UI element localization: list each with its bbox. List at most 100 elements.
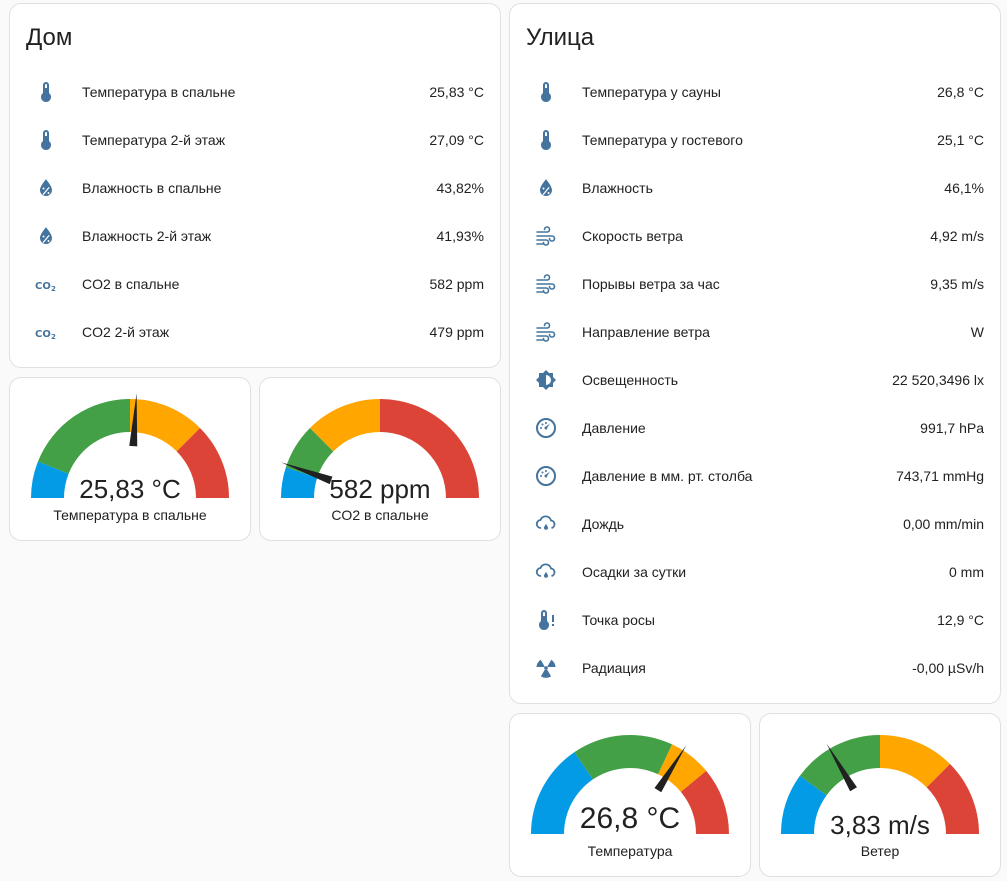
- gauge-segment: [31, 461, 69, 498]
- gauge-dial: [281, 399, 479, 498]
- entity-row[interactable]: Температура в спальне 25,83 °C: [26, 68, 484, 116]
- gauge-needle: [129, 393, 138, 447]
- entity-row[interactable]: Осадки за сутки 0 mm: [526, 548, 984, 596]
- gauge-segment: [176, 427, 229, 498]
- gauge-name: Температура в спальне: [53, 507, 207, 523]
- gauge-card-outdoor-temperature[interactable]: 26,8 °C Температура: [509, 713, 751, 877]
- entity-label: Скорость ветра: [582, 228, 683, 244]
- street-card-title: Улица: [526, 24, 595, 51]
- co2-icon: CO 2: [26, 312, 66, 352]
- gauge-card-wind[interactable]: 3,83 m/s Ветер: [759, 713, 1001, 877]
- entity-label: Осадки за сутки: [582, 564, 687, 580]
- entity-label: CO2 2-й этаж: [82, 324, 170, 340]
- entity-row[interactable]: Направление ветра W: [526, 308, 984, 356]
- gauge-value: 25,83 °C: [79, 474, 181, 504]
- thermometer-icon: [26, 72, 66, 112]
- entity-label: Точка росы: [582, 612, 655, 628]
- gauge-segment: [309, 399, 380, 452]
- entity-value: -0,00 µSv/h: [912, 660, 984, 676]
- gauge-icon: [526, 456, 566, 496]
- gauge-icon: [526, 408, 566, 448]
- entity-label: Влажность: [582, 180, 653, 196]
- entity-label: Влажность в спальне: [82, 180, 222, 196]
- entity-value: 743,71 mmHg: [896, 468, 984, 484]
- gauge-segment: [658, 744, 707, 792]
- entity-value: 26,8 °C: [937, 84, 984, 100]
- water-percent-icon: [26, 168, 66, 208]
- water-percent-icon: [526, 168, 566, 208]
- thermometer-icon: [526, 120, 566, 160]
- svg-text:2: 2: [51, 285, 56, 293]
- entity-row[interactable]: Температура у сауны 26,8 °C: [526, 68, 984, 116]
- entity-value: W: [970, 324, 984, 340]
- thermometer-icon: [526, 72, 566, 112]
- gauge-segment: [130, 399, 201, 452]
- gauge-segment: [880, 735, 951, 788]
- entity-label: Давление: [582, 420, 646, 436]
- gauge-card-bedroom-co2[interactable]: 582 ppm CO2 в спальне: [259, 377, 501, 541]
- weather-rainy-icon: [526, 504, 566, 544]
- gauge-segment: [380, 399, 479, 498]
- gauge-segment: [37, 399, 130, 474]
- entity-label: Направление ветра: [582, 324, 710, 340]
- gauge-name: Температура: [587, 843, 673, 859]
- street-card: Улица Температура у сауны 26,8 °C Температ…: [509, 3, 1001, 704]
- entity-value: 22 520,3496 lx: [892, 372, 984, 388]
- entity-value: 582 ppm: [429, 276, 484, 292]
- entity-value: 43,82%: [436, 180, 484, 196]
- entity-label: Температура 2-й этаж: [82, 132, 226, 148]
- gauge-name: CO2 в спальне: [331, 507, 429, 523]
- weather-windy-icon: [526, 216, 566, 256]
- entity-row[interactable]: Порывы ветра за час 9,35 m/s: [526, 260, 984, 308]
- entity-row[interactable]: Радиация -0,00 µSv/h: [526, 644, 984, 692]
- entity-row[interactable]: Давление 991,7 hPa: [526, 404, 984, 452]
- gauge-dial: [531, 735, 729, 834]
- gauge-needle: [654, 745, 687, 793]
- gauge-value: 26,8 °C: [579, 802, 681, 835]
- entity-label: Температура у сауны: [582, 84, 721, 100]
- svg-text:CO: CO: [35, 329, 51, 340]
- entity-label: Давление в мм. рт. столба: [582, 468, 753, 484]
- entity-row[interactable]: Температура 2-й этаж 27,09 °C: [26, 116, 484, 164]
- gauge-segment: [680, 770, 729, 834]
- gauge-dial: [781, 735, 979, 834]
- radioactive-icon: [526, 648, 566, 688]
- brightness-icon: [526, 360, 566, 400]
- svg-text:2: 2: [51, 333, 56, 341]
- entity-value: 27,09 °C: [429, 132, 484, 148]
- entity-value: 12,9 °C: [937, 612, 984, 628]
- entity-row[interactable]: Освещенность 22 520,3496 lx: [526, 356, 984, 404]
- home-card-title: Дом: [26, 24, 73, 51]
- home-card: Дом Температура в спальне 25,83 °C Темпера…: [9, 3, 501, 368]
- entity-row[interactable]: Температура у гостевого 25,1 °C: [526, 116, 984, 164]
- entity-value: 0 mm: [949, 564, 984, 580]
- gauge-card-bedroom-temperature[interactable]: 25,83 °C Температура в спальне: [9, 377, 251, 541]
- entity-row[interactable]: Влажность в спальне 43,82%: [26, 164, 484, 212]
- entity-row[interactable]: CO 2 CO2 2-й этаж 479 ppm: [26, 308, 484, 356]
- entity-value: 0,00 mm/min: [903, 516, 984, 532]
- entity-row[interactable]: Скорость ветра 4,92 m/s: [526, 212, 984, 260]
- gauge-segment: [281, 467, 318, 498]
- gauge-value: 582 ppm: [329, 474, 431, 504]
- gauge-value: 3,83 m/s: [830, 810, 930, 840]
- svg-text:CO: CO: [35, 281, 51, 292]
- entity-value: 46,1%: [944, 180, 984, 196]
- gauge-segment: [285, 427, 334, 478]
- water-percent-icon: [26, 216, 66, 256]
- entity-value: 479 ppm: [429, 324, 484, 340]
- gauge-name: Ветер: [860, 843, 900, 859]
- entity-label: Освещенность: [582, 372, 679, 388]
- gauge-segment: [574, 735, 673, 780]
- entity-value: 991,7 hPa: [920, 420, 984, 436]
- entity-label: Дождь: [582, 516, 625, 532]
- entity-row[interactable]: Дождь 0,00 mm/min: [526, 500, 984, 548]
- entity-row[interactable]: Влажность 2-й этаж 41,93%: [26, 212, 484, 260]
- entity-row[interactable]: Давление в мм. рт. столба 743,71 mmHg: [526, 452, 984, 500]
- entity-row[interactable]: Точка росы 12,9 °C: [526, 596, 984, 644]
- entity-row[interactable]: CO 2 CO2 в спальне 582 ppm: [26, 260, 484, 308]
- entity-row[interactable]: Влажность 46,1%: [526, 164, 984, 212]
- entity-value: 25,1 °C: [937, 132, 984, 148]
- gauge-dial: [31, 393, 229, 498]
- entity-value: 9,35 m/s: [930, 276, 984, 292]
- gauge-segment: [926, 763, 979, 834]
